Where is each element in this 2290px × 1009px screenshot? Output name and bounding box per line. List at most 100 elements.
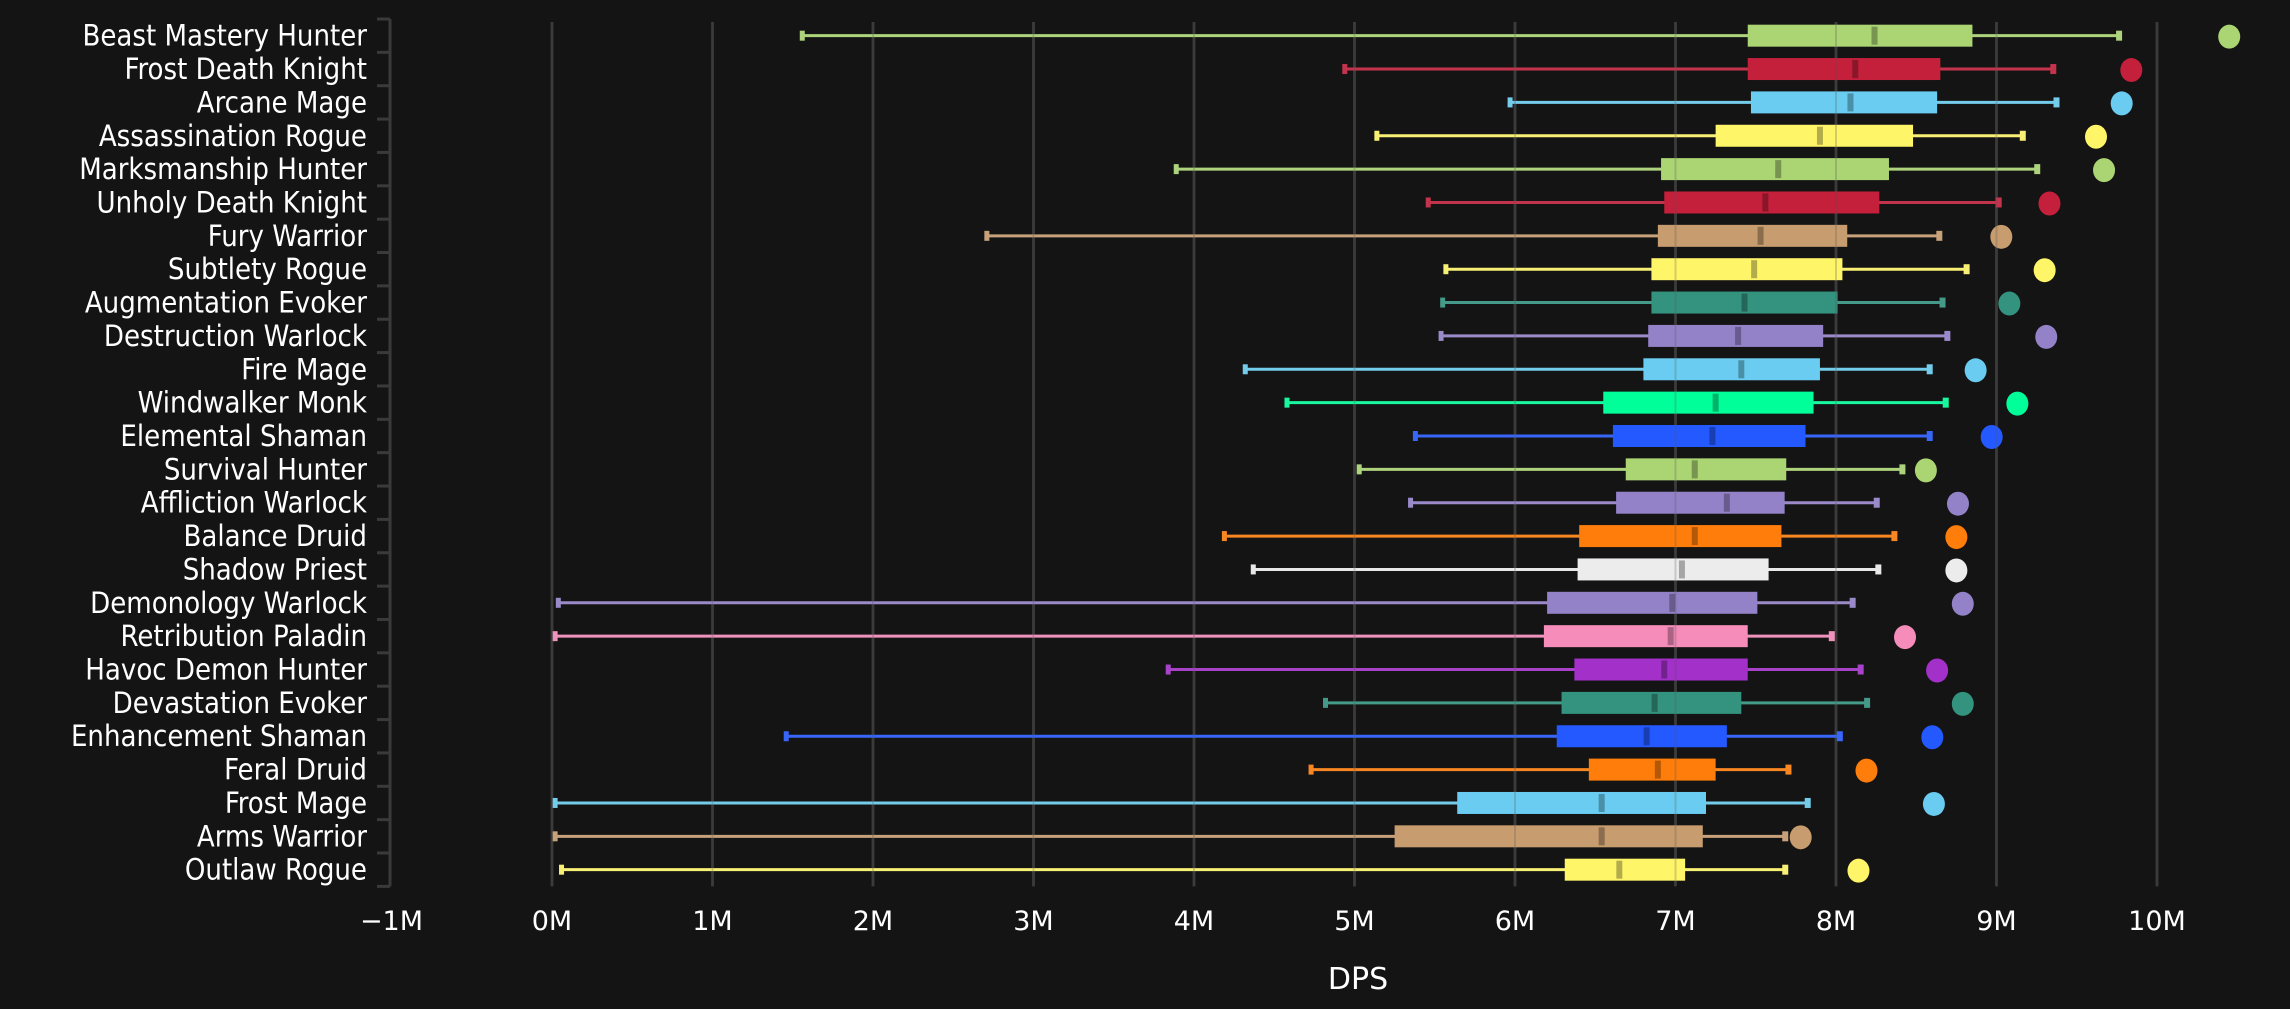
whisker-cap-high [1942, 397, 1949, 408]
median-mark [1678, 560, 1685, 579]
max-dot [2033, 258, 2056, 283]
median-mark [1654, 760, 1661, 779]
max-dot [2035, 324, 2058, 349]
iqr-box [1543, 625, 1748, 648]
median-mark [1757, 226, 1764, 245]
box-row [1323, 691, 1974, 716]
max-dot [1990, 224, 2013, 249]
whisker-cap-low [1438, 330, 1444, 341]
box-row [799, 24, 2241, 49]
whisker-cap-low [799, 30, 805, 41]
iqr-box [1561, 691, 1742, 714]
x-tick-label: 10M [2128, 906, 2186, 937]
iqr-box [1556, 725, 1727, 748]
median-mark [1691, 460, 1698, 479]
box-row [1408, 491, 1969, 516]
max-dot [1855, 758, 1878, 783]
max-dot [1946, 491, 1969, 516]
max-dot [1945, 558, 1968, 583]
median-mark [1712, 393, 1719, 412]
whisker-cap-low [559, 864, 565, 875]
box-row [1250, 558, 1968, 583]
box-row [555, 591, 1974, 616]
max-dot [2093, 158, 2116, 183]
max-dot [1922, 791, 1945, 816]
whisker-cap-high [1936, 230, 1943, 241]
box-row [1284, 391, 2029, 416]
whisker-cap-low [1308, 764, 1314, 775]
whisker-cap-high [1864, 697, 1871, 708]
max-dot [1894, 625, 1917, 650]
whisker-cap-low [1374, 130, 1380, 141]
box-row [984, 224, 2013, 249]
y-category-label: Elemental Shaman [120, 419, 367, 453]
whisker-cap-low [552, 831, 558, 842]
box-row [1412, 425, 2003, 449]
box-row [1443, 258, 2056, 283]
y-category-label: Shadow Priest [183, 552, 367, 586]
y-category-label: Augmentation Evoker [85, 286, 367, 320]
whisker-cap-high [1939, 297, 1946, 308]
y-category-label: Assassination Rogue [99, 119, 367, 153]
iqr-box [1657, 224, 1848, 247]
median-mark [1598, 793, 1605, 812]
iqr-box [1747, 24, 1973, 47]
median-mark [1871, 26, 1878, 45]
median-mark [1735, 326, 1742, 345]
whisker-cap-low [1242, 364, 1248, 375]
y-category-label: Arcane Mage [197, 85, 367, 119]
box-row [783, 725, 1944, 750]
median-mark [1775, 160, 1782, 179]
box-row [1242, 358, 1987, 383]
x-tick-label: 9M [1976, 906, 2016, 937]
whisker-cap-high [2050, 64, 2057, 75]
box-row [1374, 124, 2108, 149]
y-category-label: Subtlety Rogue [168, 252, 367, 286]
box-row [552, 825, 1812, 850]
iqr-box [1603, 391, 1814, 414]
whisker-cap-low [1284, 397, 1290, 408]
median-mark [1669, 593, 1676, 612]
whisker-cap-high [1782, 831, 1789, 842]
whisker-cap-low [1412, 431, 1418, 441]
box-row [1221, 525, 1968, 550]
max-dot [1921, 725, 1944, 750]
whisker-cap-high [1785, 764, 1792, 775]
y-category-label: Enhancement Shaman [71, 719, 367, 753]
iqr-box [1394, 825, 1703, 848]
box-row [559, 858, 1870, 883]
x-tick-label: 4M [1174, 906, 1214, 937]
whisker-cap-low [984, 230, 990, 241]
x-tick-label: 2M [853, 906, 893, 937]
max-dot [1945, 525, 1968, 550]
box-row [552, 791, 1945, 816]
x-tick-label: 3M [1013, 906, 1053, 937]
whisker-cap-high [1836, 731, 1843, 742]
whisker-cap-high [1944, 330, 1951, 341]
y-category-label: Demonology Warlock [90, 586, 368, 620]
max-dot [2038, 191, 2061, 216]
y-category-label: Havoc Demon Hunter [85, 653, 367, 687]
whisker-cap-high [1857, 664, 1864, 675]
y-category-label: Fire Mage [241, 352, 367, 386]
whisker-cap-high [1963, 264, 1970, 275]
box-row [1356, 458, 1937, 483]
iqr-box [1457, 791, 1706, 814]
whisker-cap-low [1440, 297, 1446, 308]
y-category-label: Devastation Evoker [113, 686, 368, 720]
y-category-label: Affliction Warlock [141, 486, 368, 520]
max-dot [1951, 691, 1974, 716]
max-dot [1980, 425, 2003, 449]
whisker-cap-high [2116, 30, 2123, 41]
box-series [552, 24, 2241, 883]
whisker-cap-low [552, 631, 558, 642]
whisker-cap-high [1926, 364, 1933, 375]
x-axis: −1M 0M 1M 2M 3M 4M 5M 6M 7M 8M 9M 10M [360, 906, 2186, 937]
y-category-label: Marksmanship Hunter [79, 152, 367, 186]
y-category-label: Windwalker Monk [138, 386, 368, 420]
median-mark [1616, 860, 1623, 879]
median-mark [1691, 527, 1698, 546]
whisker-cap-high [2034, 164, 2041, 175]
median-mark [1852, 60, 1859, 79]
